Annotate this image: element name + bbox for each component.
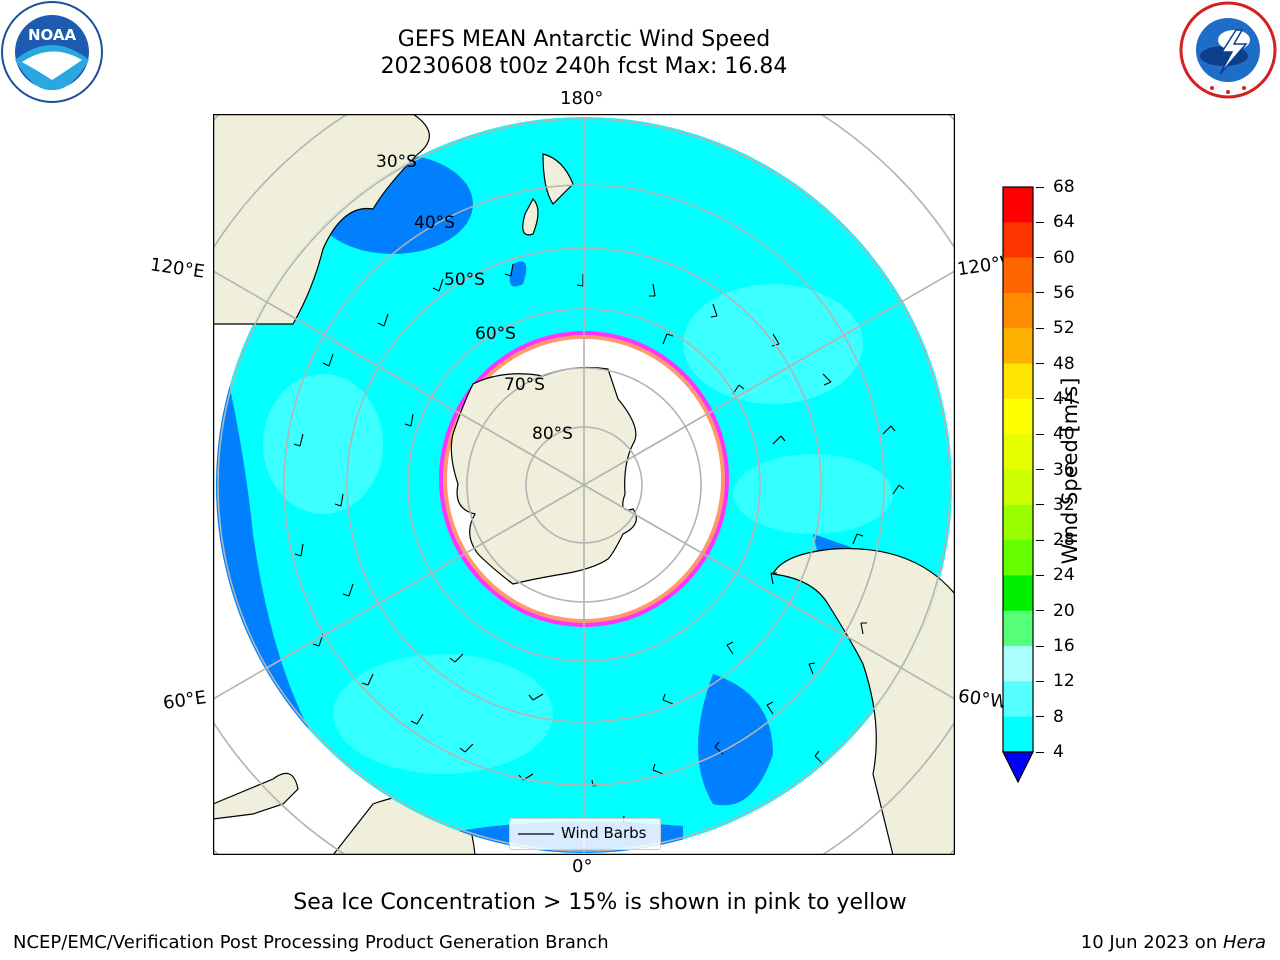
legend-label: Wind Barbs [561,824,647,842]
colorbar-segment [1003,292,1033,329]
lon-label-0: 0° [572,856,593,877]
lat-label-80s: 80°S [532,424,573,444]
colorbar-tick-label: 44 [1053,388,1075,409]
colorbar-tick-mark [1036,610,1044,612]
colorbar-tick-mark [1036,292,1044,294]
colorbar [1002,186,1034,784]
colorbar-tick-label: 36 [1053,459,1075,480]
colorbar-tick-mark [1036,751,1044,753]
colorbar-tick-label: 32 [1053,494,1075,515]
lon-label-120e: 120°E [148,254,206,283]
lon-label-180: 180° [560,88,604,109]
colorbar-tick-mark [1036,363,1044,365]
colorbar-tick-label: 56 [1053,282,1075,303]
colorbar-tick-mark [1036,504,1044,506]
lat-label-60s: 60°S [475,324,516,344]
colorbar-tick-label: 24 [1053,565,1075,586]
colorbar-tick-label: 60 [1053,247,1075,268]
colorbar-segment [1003,363,1033,400]
colorbar-segment [1003,504,1033,541]
colorbar-segment [1003,540,1033,576]
colorbar-segment [1003,575,1033,612]
nws-logo [1179,1,1277,99]
noaa-logo: NOAA [1,1,103,103]
lon-label-60e: 60°E [161,687,208,714]
footer-date: 10 Jun 2023 on Hera [1081,932,1266,953]
footer-credit: NCEP/EMC/Verification Post Processing Pr… [13,932,609,953]
sea-ice-note: Sea Ice Concentration > 15% is shown in … [293,890,907,915]
colorbar-tick-label: 8 [1053,706,1064,727]
colorbar-tick-label: 40 [1053,424,1075,445]
colorbar-tick-label: 4 [1053,742,1064,762]
colorbar-segment [1003,646,1033,682]
lat-label-40s: 40°S [414,213,455,233]
colorbar-segment [1003,222,1033,259]
colorbar-tick-mark [1036,433,1044,435]
footer-host: Hera [1222,932,1266,953]
lat-label-50s: 50°S [444,270,485,290]
colorbar-tick-mark [1036,574,1044,576]
map-subtitle: 20230608 t00z 240h fcst Max: 16.84 [380,54,788,79]
map-legend: Wind Barbs [509,818,661,850]
colorbar-tick-label: 68 [1053,177,1075,197]
colorbar-tick-label: 52 [1053,318,1075,339]
colorbar-segment [1003,610,1033,647]
colorbar-tick-mark [1036,398,1044,400]
colorbar-tick-mark [1036,680,1044,682]
colorbar-tick-mark [1036,221,1044,223]
colorbar-segment [1003,434,1033,470]
colorbar-segment [1003,328,1033,365]
colorbar-segment [1003,681,1033,718]
lat-label-30s: 30°S [376,152,417,172]
map-title: GEFS MEAN Antarctic Wind Speed [397,27,771,52]
colorbar-tick-mark [1036,645,1044,647]
polar-map [213,114,955,855]
colorbar-tick-label: 64 [1053,212,1075,233]
colorbar-tick-label: 48 [1053,353,1075,374]
footer-date-text: 10 Jun 2023 on [1080,932,1223,953]
lat-label-70s: 70°S [504,375,545,395]
colorbar-segment [1003,716,1033,753]
new-zealand-land [522,153,574,236]
colorbar-segment [1003,398,1033,435]
colorbar-tick-mark [1036,186,1044,188]
colorbar-segment [1003,257,1033,294]
colorbar-tick-mark [1036,469,1044,470]
colorbar-tick-label: 20 [1053,600,1075,621]
colorbar-segment [1003,187,1033,223]
colorbar-label: Wind Speed [m/s] [1058,377,1082,565]
colorbar-tick-label: 28 [1053,530,1075,551]
colorbar-tick-mark [1036,539,1044,541]
wind-barb-legend-icon [518,833,554,835]
noaa-logo-text: NOAA [28,26,77,44]
colorbar-tick-mark [1036,716,1044,718]
colorbar-tick-mark [1036,327,1044,329]
antarctica-land [450,366,637,585]
colorbar-tick-mark [1036,257,1044,259]
colorbar-extend-arrow [1002,751,1034,784]
colorbar-tick-label: 16 [1053,636,1075,657]
colorbar-tick-label: 12 [1053,671,1075,692]
colorbar-segment [1003,469,1033,506]
